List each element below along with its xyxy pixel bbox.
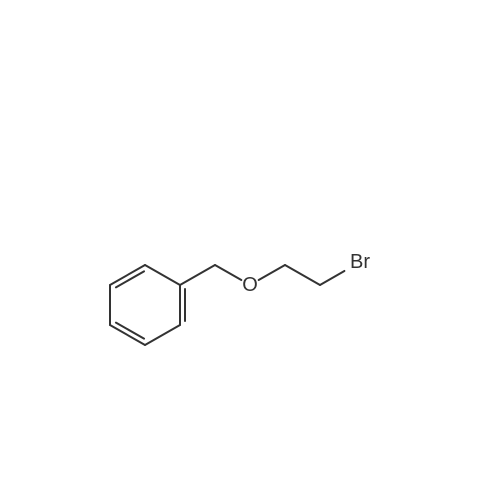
bond-single [145, 265, 180, 285]
atom-label-o: O [242, 274, 258, 296]
bond-single [180, 265, 215, 285]
molecule-svg: O Br [0, 0, 500, 500]
molecule-canvas: O Br [0, 0, 500, 500]
atom-label-br: Br [350, 251, 370, 273]
bond-single [285, 265, 320, 285]
bond-single [259, 265, 285, 280]
bond-single [320, 271, 344, 285]
bond-outer [110, 265, 145, 285]
bond-single [145, 325, 180, 345]
bond-single [215, 265, 241, 280]
bond-outer [110, 325, 145, 345]
